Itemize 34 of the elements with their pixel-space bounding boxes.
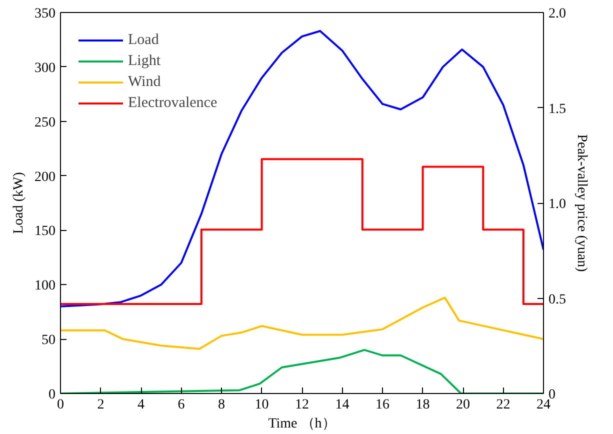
x-tick-label: 18 <box>416 398 430 412</box>
x-tick-label: 8 <box>218 398 225 412</box>
x-tick-label: 10 <box>254 398 269 412</box>
x-axis-title: Time （h） <box>268 416 336 432</box>
x-tick-label: 12 <box>295 398 309 412</box>
legend-label: Load <box>128 32 159 48</box>
y2-tick-label: 0 <box>548 388 556 402</box>
line-series <box>60 30 544 308</box>
y-tick-label: 200 <box>34 170 56 185</box>
y-tick-label: 350 <box>34 6 56 22</box>
x-tick-label: 2 <box>97 398 104 412</box>
y-tick-label: 250 <box>34 115 56 130</box>
line-series <box>60 296 544 350</box>
x-tick-label: 4 <box>138 398 144 412</box>
y2-tick-label: 0.5 <box>548 292 566 308</box>
y-tick-label: 300 <box>34 60 56 76</box>
x-tick-label: 6 <box>178 398 185 412</box>
y-tick-label: 100 <box>34 278 56 294</box>
legend-label: Light <box>128 52 160 70</box>
x-tick-label: 14 <box>335 398 350 412</box>
y-tick-label: 0 <box>48 388 56 402</box>
y-tick-label: 50 <box>42 333 56 348</box>
y-axis-title: Load (kW) <box>12 172 26 234</box>
y2-tick-label: 1.0 <box>548 197 566 212</box>
y-tick-label: 150 <box>34 224 56 240</box>
x-tick-label: 24 <box>536 398 550 412</box>
legend-label: Wind <box>128 74 161 90</box>
x-tick-label: 20 <box>456 398 470 412</box>
y2-tick-label: 2.0 <box>548 6 566 22</box>
legend-label: Electrovalence <box>128 94 218 112</box>
y2-tick-label: 1.5 <box>548 102 566 117</box>
y2-axis-title: Peak-valley price (yuan) <box>574 134 589 272</box>
x-tick-label: 16 <box>376 398 390 412</box>
x-tick-label: 22 <box>496 398 510 412</box>
